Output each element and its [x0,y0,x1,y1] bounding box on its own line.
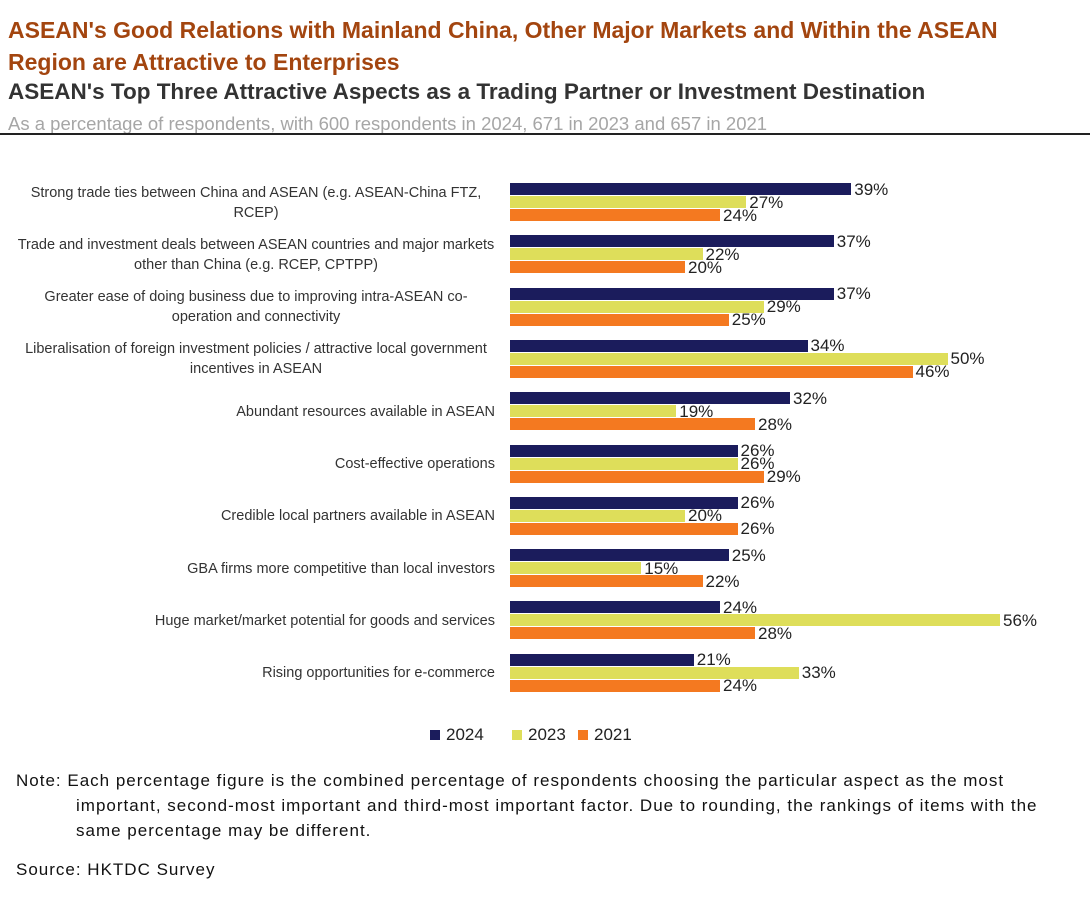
category-label: Trade and investment deals between ASEAN… [10,235,495,275]
bar [510,562,642,575]
category-label: Huge market/market potential for goods a… [10,611,495,631]
bar [510,418,755,431]
value-label: 25% [731,310,766,330]
bar [510,444,738,457]
bar [510,522,738,535]
value-label: 21% [696,650,731,670]
value-label: 29% [766,297,801,317]
value-label: 24% [723,205,758,225]
category-label: Liberalisation of foreign investment pol… [10,339,495,379]
category-label: Cost-effective operations [10,454,495,474]
value-label: 20% [688,257,723,277]
bar [510,392,790,405]
bar [510,209,720,221]
legend-swatch [430,730,440,740]
source: Source: HKTDC Survey [16,860,216,879]
value-label: 26% [740,493,775,513]
bar [510,300,764,313]
bar [510,653,694,666]
bar [510,339,808,352]
note: Note: Each percentage figure is the comb… [16,771,1038,840]
category-text: Liberalisation of foreign investment pol… [25,341,487,378]
bar [510,287,834,300]
legend-item: 2021 [578,725,632,745]
bar [510,575,703,588]
value-label: 26% [740,441,775,460]
legend-item: 2023 [512,725,566,745]
subtitle: ASEAN's Top Three Attractive Aspects as … [8,79,926,104]
category-label: GBA firms more competitive than local in… [10,559,495,579]
description: As a percentage of respondents, with 600… [8,113,768,134]
bar [510,627,755,640]
value-label: 39% [854,179,889,199]
value-label: 56% [1003,610,1038,630]
value-label: 46% [915,362,950,382]
bar [510,509,685,522]
value-label: 22% [705,571,740,591]
value-label: 37% [836,284,871,304]
value-label: 32% [793,388,828,408]
value-label: 34% [810,336,845,356]
value-label: 29% [766,467,801,486]
legend-text: 2023 [528,725,566,744]
bar [510,352,948,365]
legend-text: 2024 [446,725,484,744]
category-text: Strong trade ties between China and ASEA… [30,184,482,221]
value-label: 22% [705,244,740,264]
legend-item: 2024 [430,725,484,745]
value-label: 26% [740,519,775,539]
category-text: Trade and investment deals between ASEAN… [17,236,495,273]
bar [510,183,852,195]
category-text: Credible local partners available in ASE… [220,508,495,525]
category-text: Abundant resources available in ASEAN [236,403,495,420]
value-label: 33% [801,663,836,683]
bar [510,457,738,470]
value-label: 26% [740,454,775,473]
category-text: GBA firms more competitive than local in… [187,560,495,577]
bar [510,365,913,378]
value-label: 28% [758,623,793,643]
value-label: 24% [723,676,758,696]
bar [510,405,677,418]
bar [510,248,703,261]
legend-swatch [512,730,522,740]
value-label: 24% [723,597,758,617]
category-text: Greater ease of doing business due to im… [44,289,468,326]
legend-text: 2021 [594,725,632,744]
legend-swatch [578,730,588,740]
value-label: 20% [688,506,723,526]
value-label: 27% [749,192,784,212]
value-label: 19% [679,401,714,421]
category-label: Abundant resources available in ASEAN [10,402,495,422]
bar [510,614,1000,627]
value-label: 50% [950,349,985,369]
bar [510,261,685,274]
bar [510,196,747,208]
bar [510,549,729,562]
bar [510,601,720,614]
bar [510,470,764,483]
bar [510,313,729,326]
bar [510,666,799,679]
value-label: 37% [836,231,871,251]
bar [510,679,720,692]
title: ASEAN's Good Relations with Mainland Chi… [8,17,998,75]
category-label: Greater ease of doing business due to im… [10,287,495,327]
category-text: Cost-effective operations [334,456,495,472]
category-label: Credible local partners available in ASE… [10,506,495,526]
bar [510,235,834,248]
value-label: 25% [731,545,766,565]
category-label: Strong trade ties between China and ASEA… [10,183,495,223]
category-label: Rising opportunities for e-commerce [10,663,495,683]
divider [0,133,1090,135]
value-label: 28% [758,414,793,434]
category-text: Rising opportunities for e-commerce [262,665,495,682]
bar [510,496,738,509]
value-label: 15% [644,558,679,578]
category-text: Huge market/market potential for goods a… [154,612,495,629]
